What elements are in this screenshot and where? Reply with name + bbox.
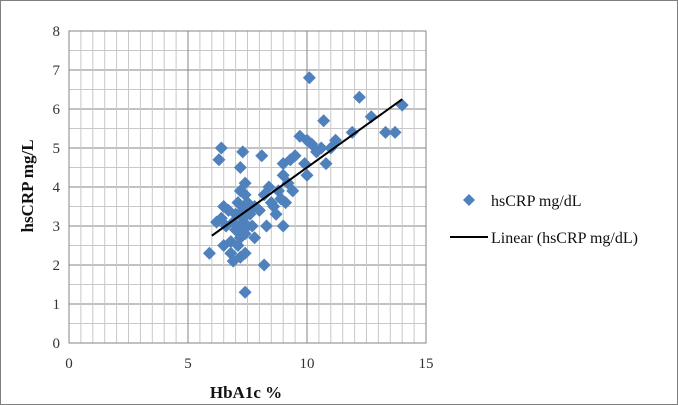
x-tick-label: 10 [300, 356, 315, 372]
data-point [233, 250, 247, 264]
data-point [288, 149, 302, 163]
y-tick-label: 8 [53, 24, 61, 40]
data-point [214, 141, 228, 155]
data-point [395, 98, 409, 112]
x-tick-label: 0 [65, 356, 73, 372]
data-point [238, 176, 252, 190]
x-axis-title: HbA1c % [210, 383, 282, 402]
data-point [257, 258, 271, 272]
y-tick-label: 1 [53, 297, 61, 313]
data-point [352, 90, 366, 104]
x-tick-label: 5 [184, 356, 192, 372]
legend-label-trendline: Linear (hsCRP mg/dL) [491, 230, 638, 247]
linear-trendline [211, 98, 403, 237]
data-point [233, 161, 247, 174]
data-point [236, 145, 250, 159]
data-point [252, 203, 266, 217]
legend: hsCRP mg/dL Linear (hsCRP mg/dL) [450, 193, 638, 247]
y-tick-labels: 0 1 2 3 4 5 6 7 8 [53, 24, 61, 352]
y-tick-label: 2 [53, 258, 61, 274]
legend-marker-diamond [463, 194, 475, 206]
y-tick-label: 4 [53, 180, 61, 196]
data-point [286, 184, 300, 198]
data-point [245, 219, 259, 233]
data-point [262, 180, 276, 194]
data-point [329, 133, 343, 147]
x-tick-label: 15 [419, 356, 434, 372]
data-point [276, 219, 290, 233]
data-point [269, 207, 283, 221]
legend-label-series: hsCRP mg/dL [491, 193, 582, 210]
data-point [279, 196, 293, 210]
y-tick-label: 3 [53, 219, 61, 235]
y-tick-label: 6 [53, 102, 61, 118]
data-point [388, 125, 402, 139]
data-point [238, 246, 252, 260]
data-point [255, 149, 269, 163]
y-tick-label: 7 [53, 63, 61, 79]
y-axis-title: hsCRP mg/L [18, 139, 37, 232]
data-point [248, 200, 262, 213]
x-tick-labels: 0 5 10 15 [65, 356, 433, 372]
data-point [238, 285, 252, 299]
plot-area [68, 30, 427, 344]
data-point [317, 114, 331, 128]
data-point [345, 125, 359, 139]
data-point [260, 219, 274, 233]
data-point [319, 157, 333, 171]
data-point [202, 246, 216, 260]
y-tick-label: 5 [53, 141, 61, 157]
data-point [379, 125, 393, 139]
data-point [212, 153, 226, 167]
data-point [314, 141, 328, 155]
data-point [300, 168, 314, 182]
y-tick-label: 0 [53, 336, 61, 352]
data-point [302, 71, 316, 85]
data-point [248, 231, 262, 245]
